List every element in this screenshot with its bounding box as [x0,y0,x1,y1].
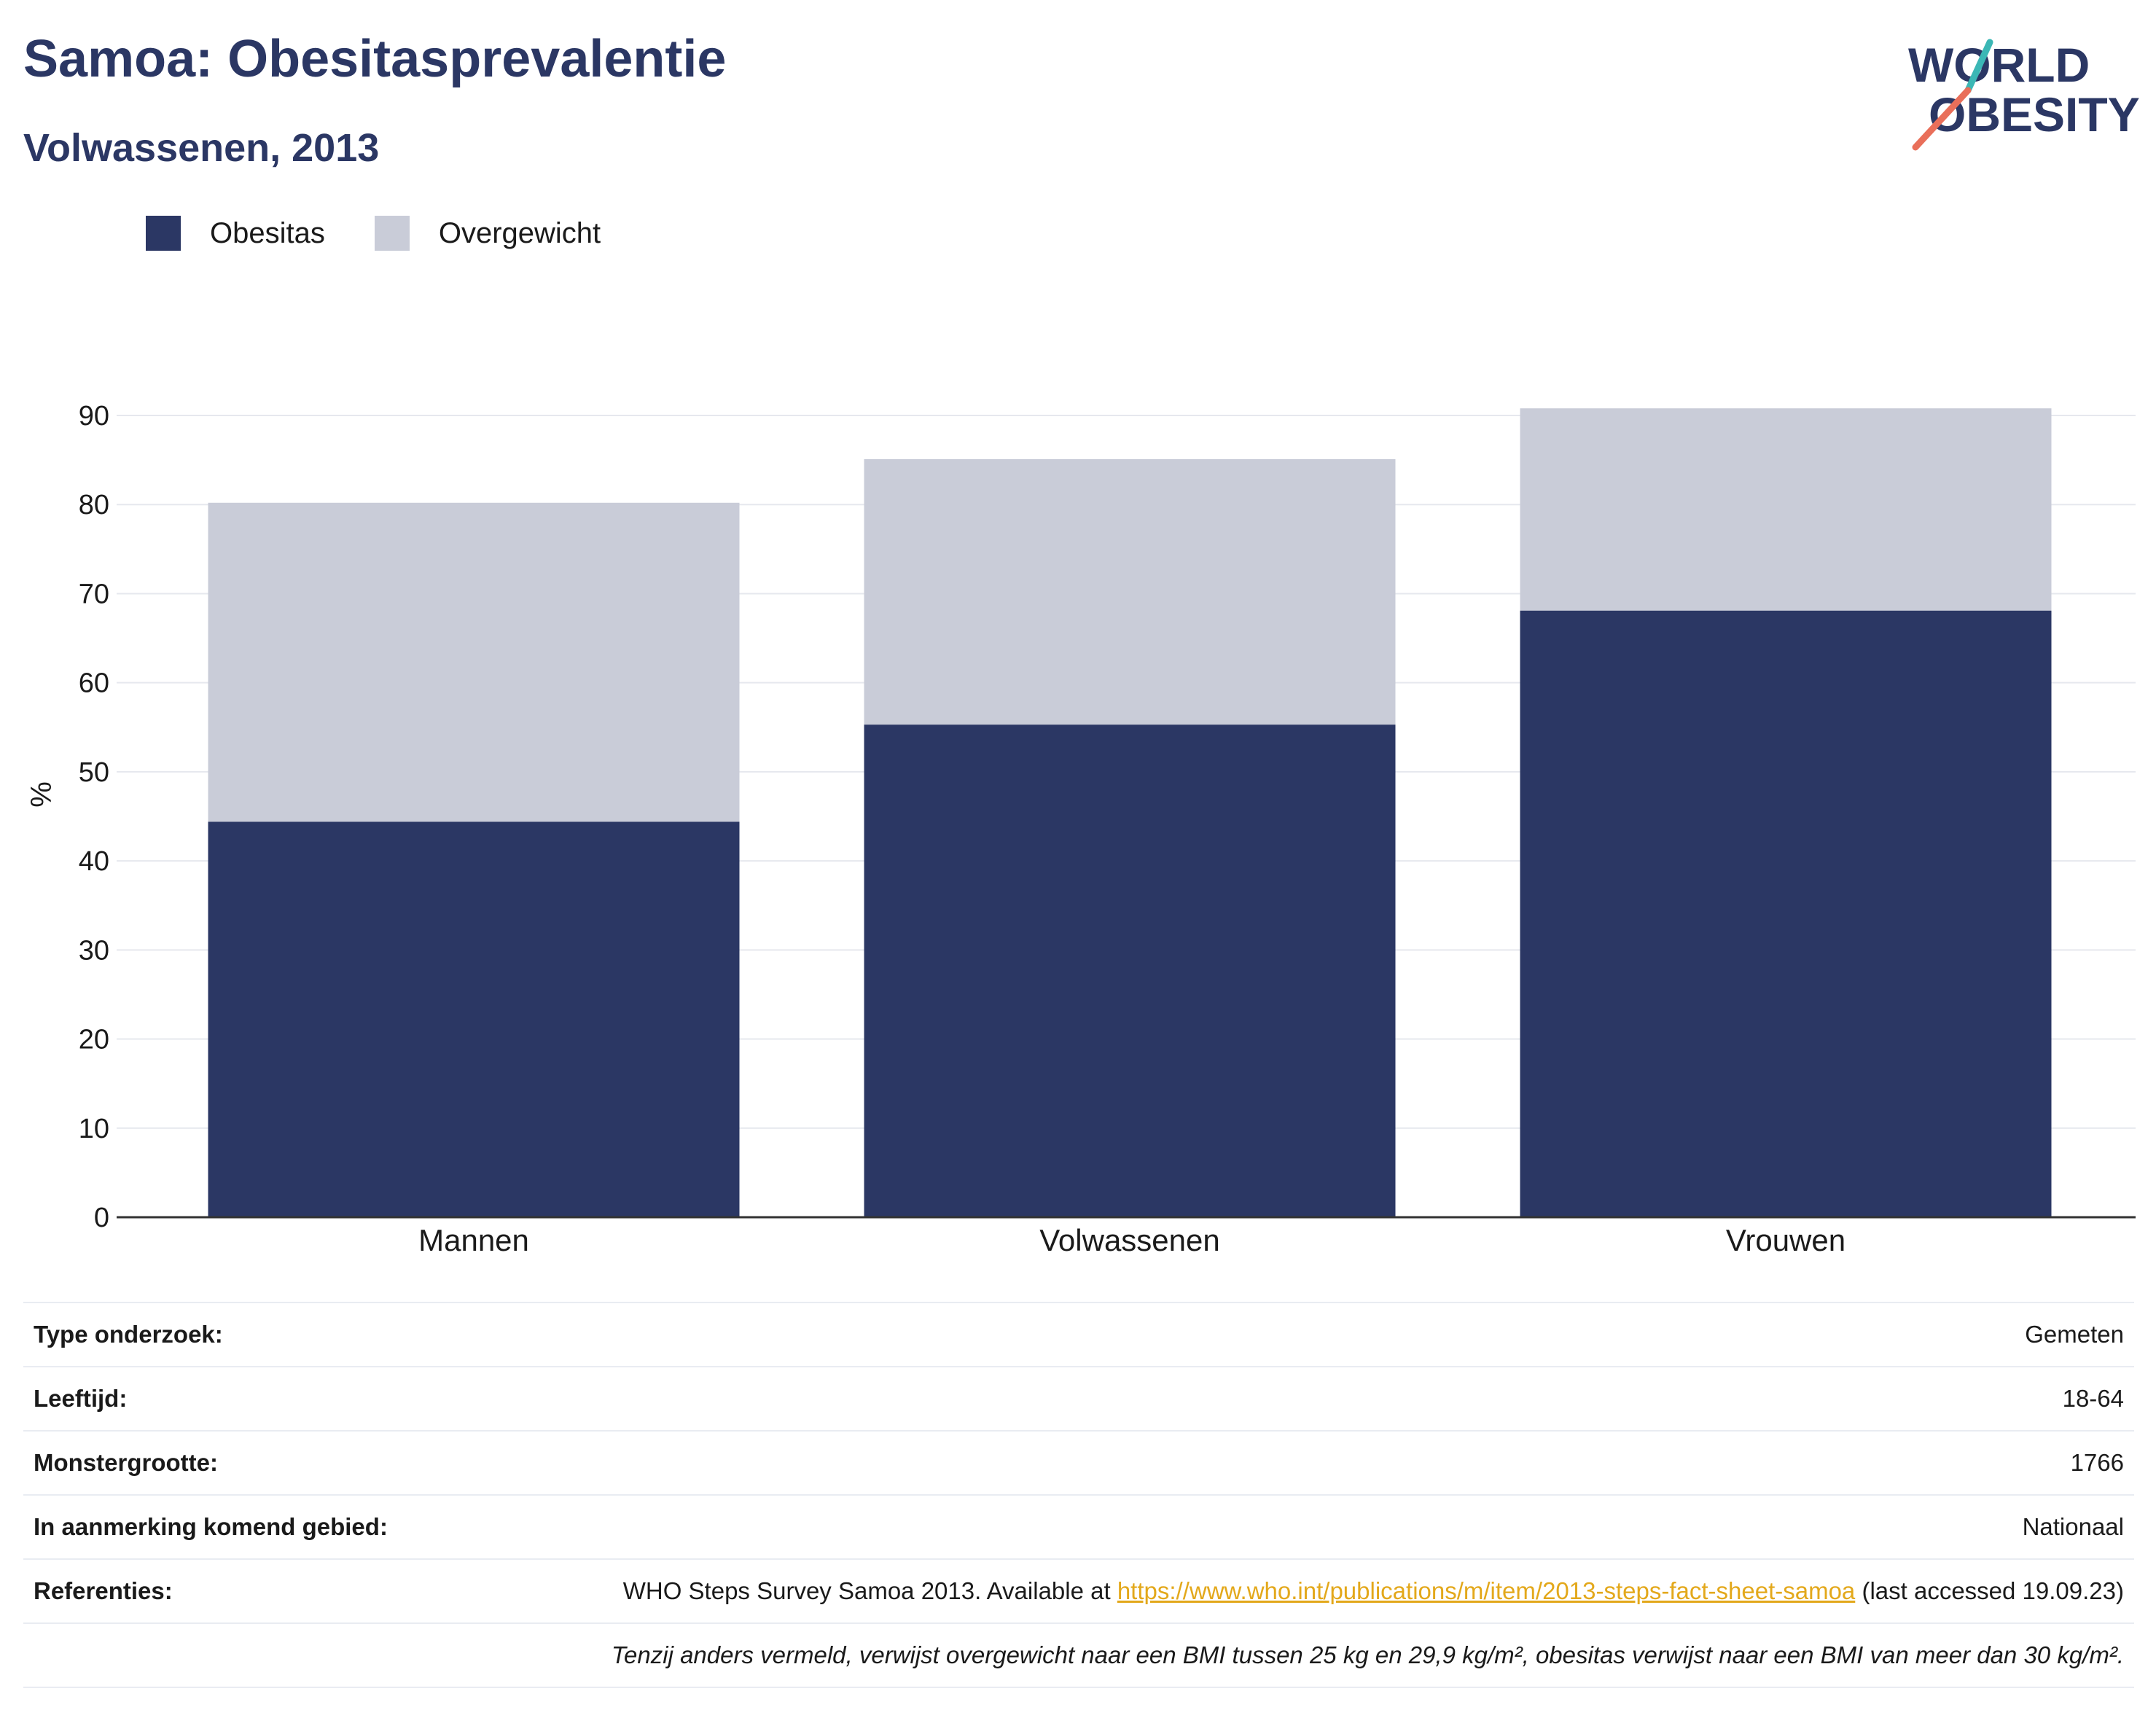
y-tick-label: 60 [79,668,109,699]
info-value: 1766 [2070,1449,2124,1476]
y-tick-label: 80 [79,490,109,520]
bar-obesitas-volwassenen [864,725,1396,1217]
y-axis-label: % [26,781,58,808]
info-row-survey-type: Type onderzoek: Gemeten [23,1302,2134,1366]
info-row-sample-size: Monstergrootte: 1766 [23,1430,2134,1494]
chart-legend: Obesitas Overgewicht [146,216,650,251]
x-category-label: Volwassenen [1039,1223,1220,1254]
x-category-label: Mannen [418,1223,529,1254]
legend-label-obesitas: Obesitas [210,216,325,249]
bar-overgewicht-mannen [208,502,740,822]
references-value: WHO Steps Survey Samoa 2013. Available a… [623,1577,2124,1605]
references-accessed: (last accessed 19.09.23) [1855,1577,2124,1604]
world-obesity-logo: WORLD OBESITY [1908,38,2140,151]
bar-obesitas-mannen [208,821,740,1217]
info-row-references: Referenties: WHO Steps Survey Samoa 2013… [23,1558,2134,1622]
x-axis-categories: Mannen Volwassenen Vrouwen [418,1223,1846,1254]
y-tick-label: 90 [79,401,109,431]
y-axis-ticks: 0 10 20 30 40 50 60 70 80 90 [79,401,109,1233]
y-tick-label: 0 [94,1203,109,1233]
info-key: Type onderzoek: [34,1321,223,1348]
legend-item-overgewicht: Overgewicht [374,216,601,251]
bmi-note: Tenzij anders vermeld, verwijst overgewi… [611,1641,2124,1668]
info-row-area: In aanmerking komend gebied: Nationaal [23,1494,2134,1558]
bar-obesitas-vrouwen [1520,610,2052,1217]
y-tick-label: 40 [79,846,109,877]
bar-chart: 0 10 20 30 40 50 60 70 80 90 Mannen Volwassenen Vro… [26,401,2136,1254]
bar-overgewicht-vrouwen [1520,408,2052,611]
reference-link[interactable]: https://www.who.int/publications/m/item/… [1117,1577,1856,1604]
info-key: Referenties: [34,1577,173,1604]
info-row-age: Leeftijd: 18-64 [23,1366,2134,1430]
info-key: Leeftijd: [34,1385,128,1412]
info-table: Type onderzoek: Gemeten Leeftijd: 18-64 … [23,1302,2134,1688]
info-value: Gemeten [2025,1321,2124,1348]
legend-item-obesitas: Obesitas [146,216,325,251]
page-title: Samoa: Obesitasprevalentie [23,30,727,88]
y-tick-label: 70 [79,579,109,609]
logo-slash-coral [1912,87,1972,151]
info-key: In aanmerking komend gebied: [34,1513,388,1540]
logo-slash-teal [1964,39,1993,94]
info-key: Monstergrootte: [34,1449,218,1476]
y-tick-label: 10 [79,1114,109,1144]
info-value: Nationaal [2022,1513,2124,1540]
legend-swatch-obesitas [146,216,181,251]
legend-swatch-overgewicht [374,216,410,251]
references-text: WHO Steps Survey Samoa 2013. Available a… [622,1577,1117,1604]
bar-overgewicht-volwassenen [864,458,1396,725]
bars [208,408,2052,1217]
x-category-label: Vrouwen [1726,1223,1846,1254]
info-row-note: Tenzij anders vermeld, verwijst overgewi… [23,1622,2134,1688]
y-tick-label: 50 [79,757,109,788]
y-tick-label: 30 [79,935,109,966]
info-value: 18-64 [2062,1385,2124,1412]
legend-label-overgewicht: Overgewicht [438,216,601,249]
y-tick-label: 20 [79,1025,109,1055]
logo-line1: WORLD [1908,38,2090,92]
page-subtitle: Volwassenen, 2013 [23,126,380,170]
